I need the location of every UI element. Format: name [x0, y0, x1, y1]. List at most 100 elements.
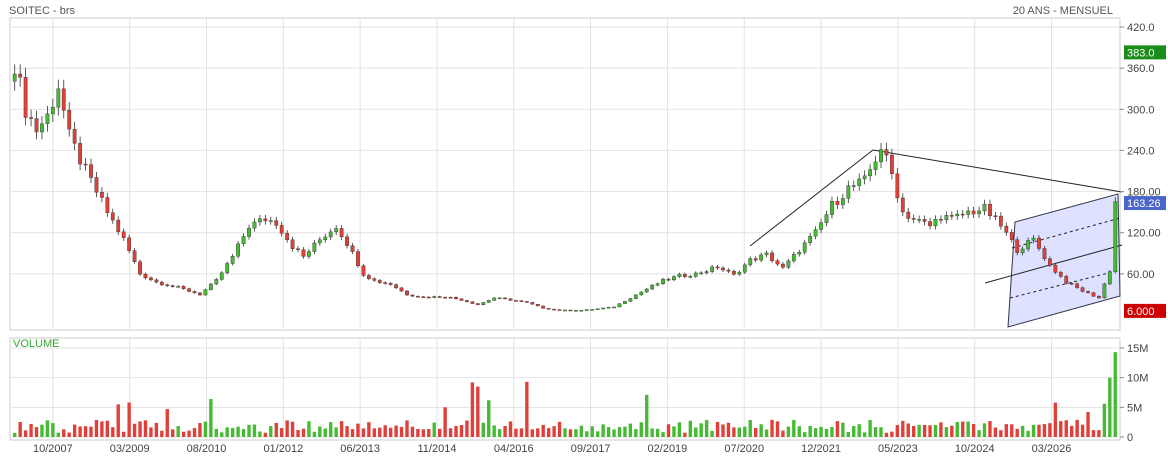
candle-body — [606, 306, 611, 309]
volume-bar — [111, 427, 115, 437]
volume-bar — [1048, 423, 1052, 437]
volume-bar — [715, 421, 720, 437]
candle-body — [574, 310, 578, 312]
volume-bar — [977, 430, 981, 437]
candle-body — [372, 278, 377, 281]
candle-body — [1064, 276, 1069, 284]
y-tick-label: 360.0 — [1127, 63, 1155, 75]
volume-bar — [737, 427, 742, 437]
volume-bar — [399, 426, 404, 437]
volume-bar — [448, 428, 453, 437]
volume-bar — [23, 430, 28, 437]
volume-bar — [677, 422, 682, 437]
x-tick-label: 09/2017 — [571, 443, 611, 455]
y-tick-label: 240.0 — [1127, 145, 1155, 157]
candle-body — [840, 198, 845, 205]
volume-bar — [149, 427, 153, 437]
candle-body — [279, 225, 284, 234]
candle-body — [791, 253, 796, 262]
candle-body — [18, 73, 23, 78]
time-axis: 10/2007 03/2009 08/2010 01/2012 06/2013 11/20… — [33, 443, 1071, 455]
candle-body — [650, 284, 655, 290]
candle-body — [519, 300, 524, 302]
volume-bar — [394, 425, 398, 437]
volume-bar — [514, 428, 518, 437]
volume-bar — [165, 409, 169, 437]
candle-body — [1048, 258, 1052, 266]
volume-bar — [557, 421, 562, 437]
volume-bar — [606, 427, 611, 437]
candle-body — [268, 220, 273, 222]
volume-axis: 15M 10M 5M 0 — [1120, 343, 1148, 444]
volume-bar — [13, 432, 17, 437]
volume-bar — [813, 428, 818, 437]
volume-bar — [835, 421, 840, 437]
candle-body — [1053, 264, 1058, 273]
candle-body — [639, 291, 644, 296]
candle-body — [497, 297, 502, 300]
volume-bar — [666, 424, 671, 437]
candle-body — [710, 266, 714, 272]
volume-bar — [290, 421, 295, 437]
volume-bar — [72, 424, 77, 437]
candle-body — [862, 175, 867, 180]
candle-body — [699, 272, 704, 275]
volume-bar — [536, 428, 540, 437]
y-tick-label: 120.00 — [1127, 228, 1161, 240]
volume-bar — [764, 429, 769, 437]
candle-body — [802, 242, 807, 253]
volume-bar — [487, 400, 491, 437]
candle-body — [595, 308, 600, 310]
volume-bar — [1031, 424, 1036, 437]
volume-bar — [1070, 425, 1074, 437]
candle-body — [247, 227, 251, 237]
candle-body — [748, 258, 753, 266]
candle-body — [868, 169, 872, 177]
x-tick-label: 10/2024 — [955, 443, 995, 455]
volume-bar — [623, 426, 627, 437]
x-tick-label: 11/2014 — [417, 443, 456, 455]
volume-bar — [748, 420, 752, 437]
candle-body — [781, 263, 785, 268]
volume-bar — [1004, 424, 1008, 437]
volume-bar — [497, 429, 502, 437]
regression-channel — [1007, 193, 1121, 328]
volume-bar — [40, 424, 44, 437]
x-tick-label: 02/2019 — [648, 443, 688, 455]
candle-body — [208, 283, 213, 290]
candle-body — [328, 231, 333, 238]
volume-bar — [1053, 402, 1058, 437]
candle-body — [1075, 283, 1080, 288]
channel-upper-dash — [1011, 217, 1121, 249]
candle-body — [786, 260, 791, 268]
candle-body — [939, 219, 943, 221]
candle-body — [715, 266, 720, 269]
volume-bar — [171, 429, 175, 437]
candle-body — [1020, 248, 1025, 253]
volume-bar — [296, 430, 300, 437]
volume-bar — [803, 432, 807, 437]
volume-bar — [432, 422, 436, 437]
candle-body — [127, 237, 132, 251]
volume-bar — [971, 424, 976, 437]
volume-bar — [410, 426, 415, 437]
x-tick-label: 07/2020 — [724, 443, 764, 455]
trend-channel — [749, 149, 1123, 328]
candle-body — [29, 117, 33, 119]
volume-bar — [323, 428, 327, 437]
volume-bar — [525, 381, 529, 437]
volume-bar — [1064, 420, 1068, 437]
volume-bar — [470, 382, 475, 437]
volume-bar — [868, 419, 872, 437]
candle-body — [552, 308, 556, 311]
volume-bar — [639, 422, 643, 437]
volume-bar — [269, 426, 273, 437]
x-tick-label: 05/2023 — [878, 443, 918, 455]
candle-body — [900, 197, 905, 213]
volume-bar — [138, 421, 142, 437]
candle-body — [345, 236, 349, 246]
candle-body — [176, 286, 181, 288]
volume-bar — [225, 427, 229, 437]
volume-bar — [743, 426, 747, 437]
volume-bar — [372, 428, 376, 437]
